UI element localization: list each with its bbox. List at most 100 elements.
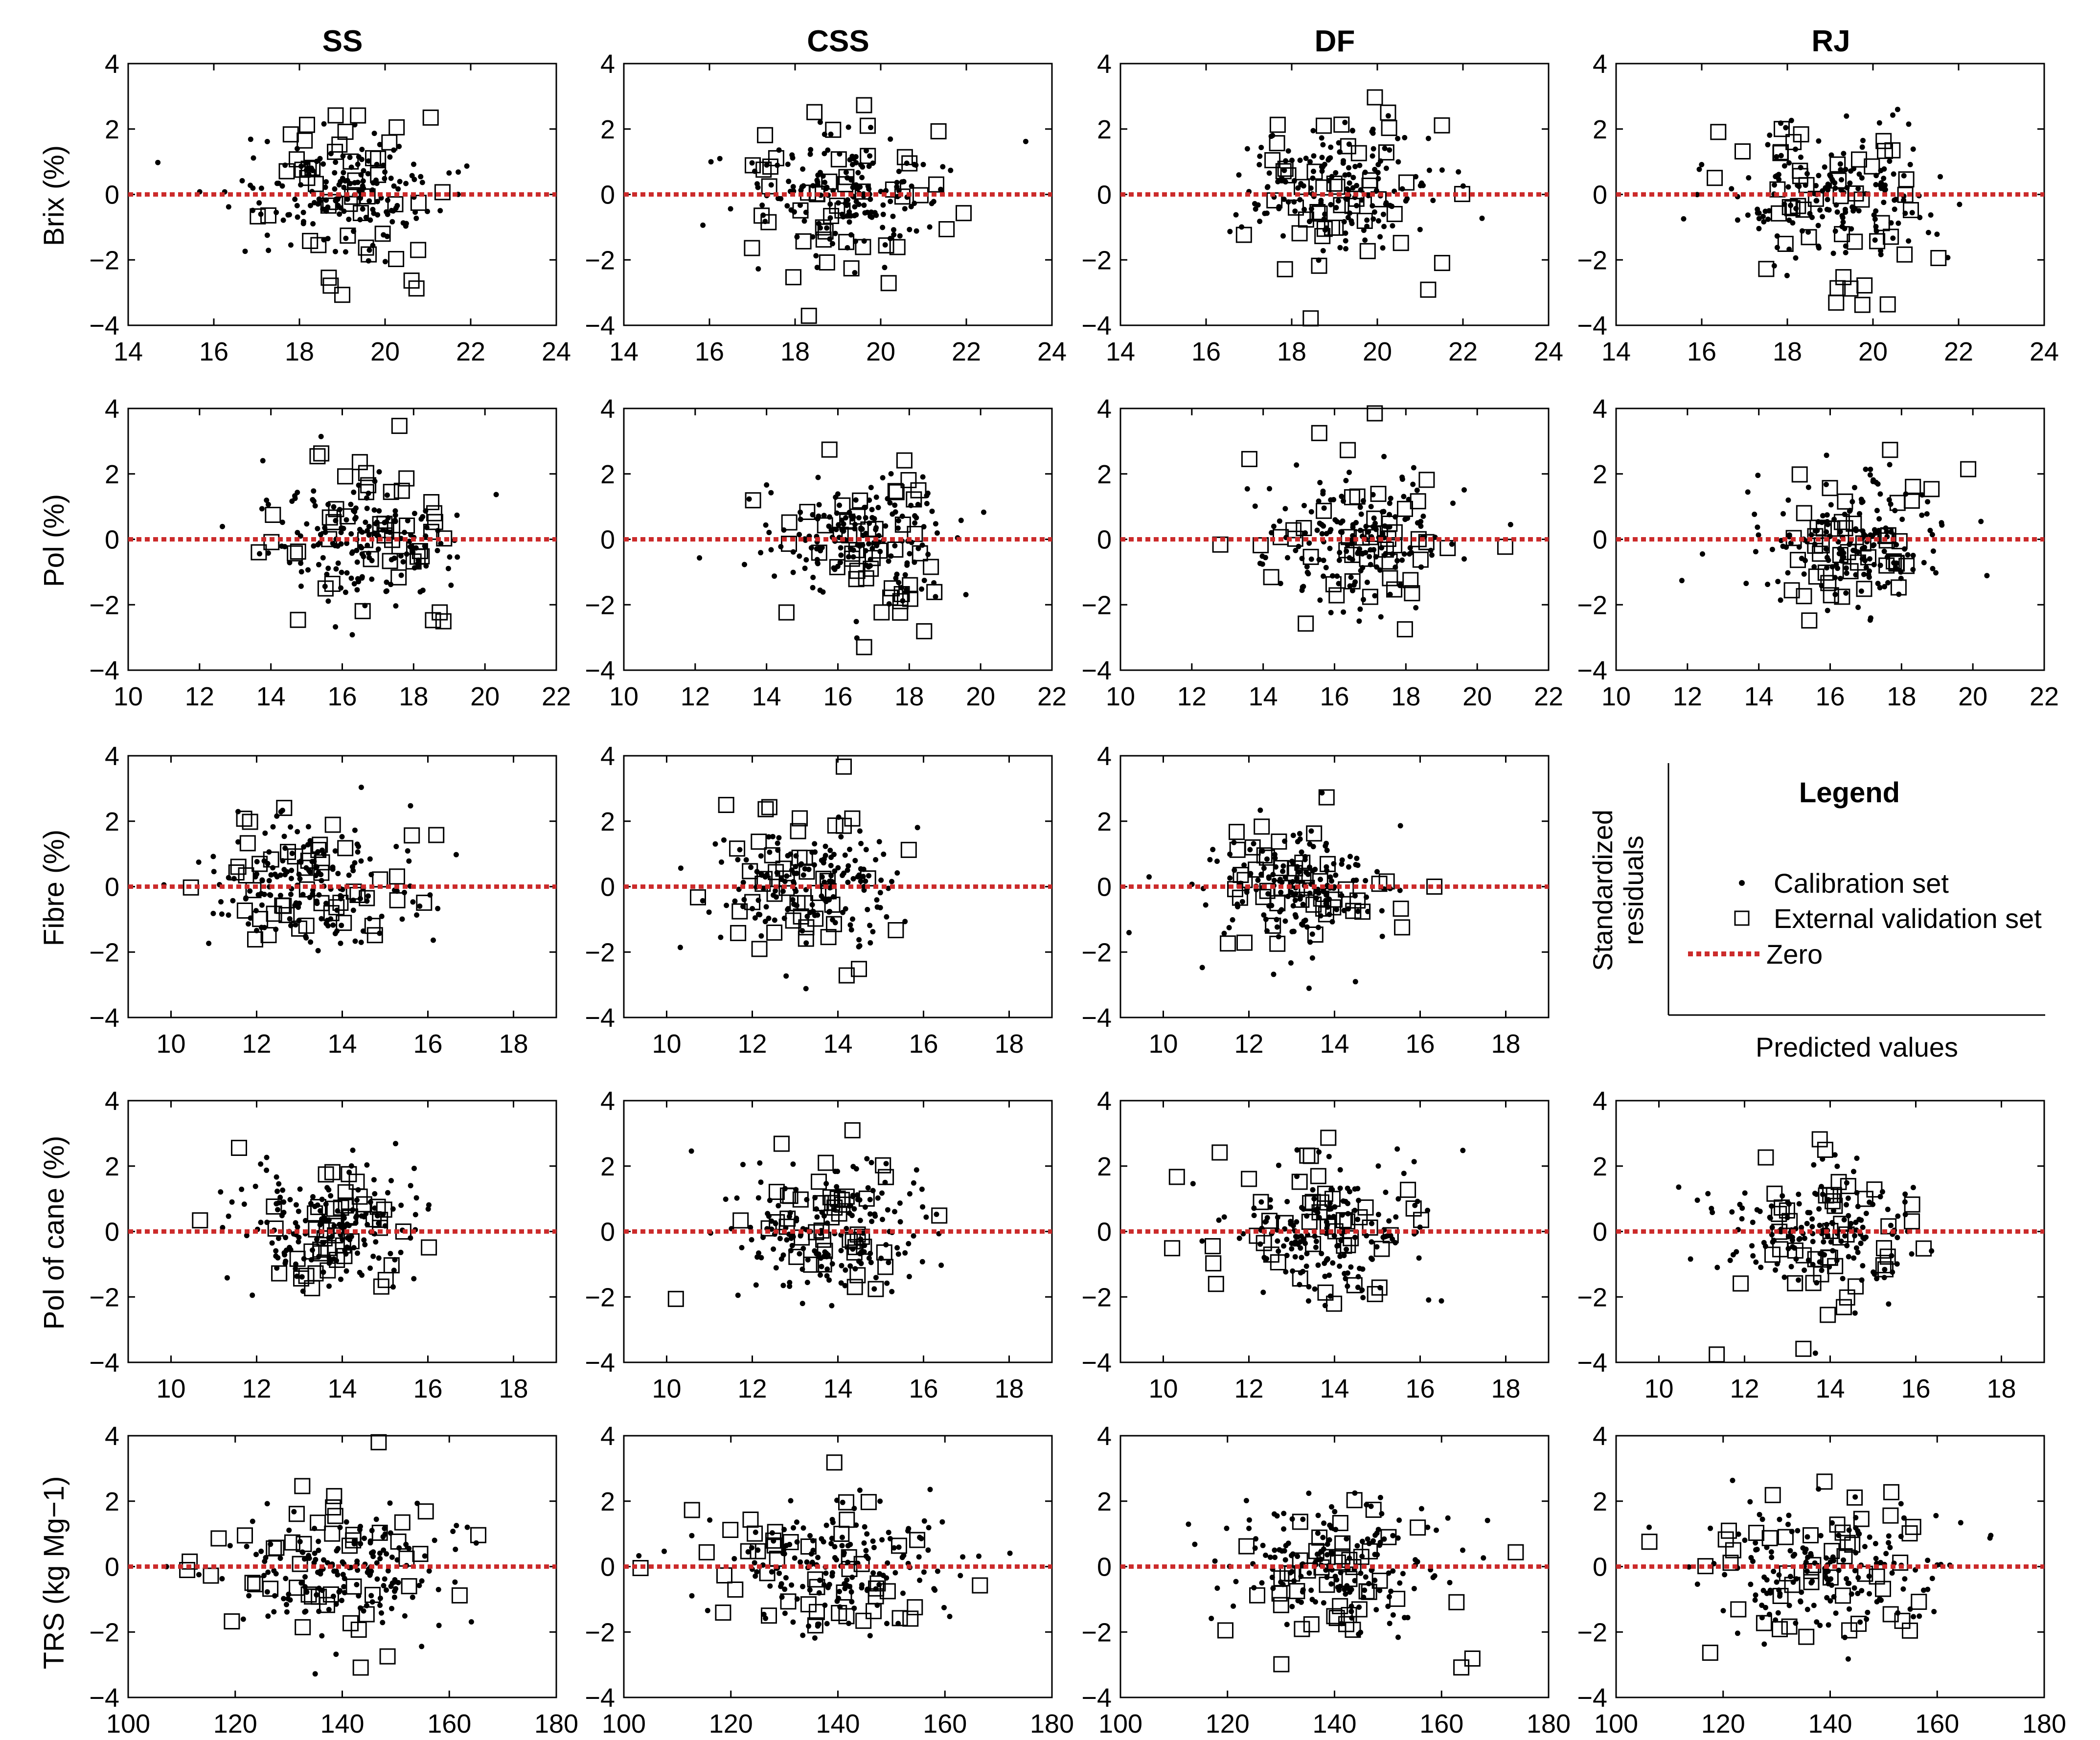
calibration-point <box>258 1220 264 1225</box>
y-tick-label: −4 <box>1577 1683 1607 1713</box>
y-tick-label: 2 <box>105 807 119 836</box>
calibration-point <box>431 937 436 943</box>
calibration-point <box>1319 135 1324 141</box>
calibration-point <box>1280 233 1286 239</box>
calibration-point <box>396 1545 402 1551</box>
calibration-point <box>418 516 424 522</box>
calibration-point <box>919 586 924 592</box>
calibration-point <box>281 1199 287 1205</box>
calibration-point <box>319 1633 325 1639</box>
calibration-point <box>1379 908 1385 914</box>
calibration-point <box>381 1583 387 1588</box>
calibration-point <box>299 1274 305 1280</box>
y-tick-label: −2 <box>585 938 615 967</box>
validation-point <box>1905 1518 1921 1535</box>
calibration-point <box>325 923 331 928</box>
calibration-point <box>1786 1513 1792 1518</box>
calibration-point <box>822 843 828 849</box>
calibration-point <box>279 520 285 525</box>
calibration-point <box>1326 1214 1332 1220</box>
calibration-point <box>1210 847 1216 853</box>
calibration-point <box>420 588 426 593</box>
validation-point <box>1769 181 1786 198</box>
validation-point <box>1756 1615 1772 1631</box>
calibration-point <box>1814 198 1820 203</box>
validation-point <box>1371 1279 1388 1296</box>
calibration-point <box>403 181 409 186</box>
validation-point <box>799 504 816 520</box>
validation-point <box>800 1538 817 1555</box>
calibration-point <box>1882 187 1888 193</box>
calibration-point <box>1397 823 1403 829</box>
calibration-point <box>815 912 821 918</box>
calibration-point <box>346 872 352 878</box>
validation-point <box>239 835 256 852</box>
calibration-point <box>1281 196 1287 202</box>
calibration-point <box>219 911 225 917</box>
calibration-point <box>706 909 712 915</box>
calibration-point <box>821 856 827 862</box>
calibration-point <box>1855 1591 1861 1596</box>
calibration-point <box>824 1273 830 1279</box>
calibration-point <box>1859 1588 1865 1594</box>
calibration-point <box>1846 1581 1852 1586</box>
validation-point <box>1497 539 1513 555</box>
x-tick-label: 20 <box>1858 337 1888 366</box>
calibration-point <box>1267 486 1272 492</box>
calibration-point <box>1885 580 1891 586</box>
calibration-point <box>400 559 406 565</box>
calibration-point <box>1357 606 1363 612</box>
calibration-point <box>1842 206 1848 212</box>
x-tick-label: 10 <box>1148 1374 1178 1403</box>
validation-point <box>370 150 387 167</box>
calibration-point <box>304 521 310 527</box>
calibration-point <box>860 164 866 170</box>
validation-point <box>1930 250 1947 266</box>
x-tick-label: 140 <box>1808 1709 1852 1739</box>
calibration-point <box>1461 556 1467 562</box>
calibration-point <box>867 1197 873 1202</box>
calibration-point <box>870 929 876 935</box>
calibration-point <box>830 917 836 923</box>
calibration-point <box>1824 452 1829 458</box>
calibration-point <box>1898 1501 1904 1507</box>
calibration-point <box>1825 181 1831 187</box>
calibration-point <box>1395 1535 1401 1541</box>
validation-point <box>1236 872 1253 888</box>
validation-point <box>807 1617 823 1634</box>
calibration-point <box>828 855 834 860</box>
calibration-point <box>840 214 846 220</box>
y-tick-label: −2 <box>585 246 615 275</box>
calibration-point <box>776 1570 782 1576</box>
calibration-point <box>1328 144 1334 150</box>
validation-point <box>1241 451 1257 467</box>
validation-point <box>1795 1340 1812 1357</box>
calibration-point <box>784 203 790 209</box>
calibration-point <box>432 1537 437 1543</box>
x-tick-label: 22 <box>1037 682 1067 711</box>
calibration-point <box>1885 1206 1891 1212</box>
validation-point <box>1249 1227 1265 1244</box>
validation-point <box>287 545 303 562</box>
calibration-point <box>293 922 298 927</box>
calibration-point <box>1367 554 1372 560</box>
calibration-point <box>825 147 831 153</box>
calibration-point <box>332 186 338 192</box>
calibration-point <box>1252 201 1257 206</box>
x-tick-label: 12 <box>1177 682 1207 711</box>
calibration-point <box>296 1235 302 1240</box>
calibration-point <box>1895 107 1900 113</box>
validation-point <box>1798 177 1815 193</box>
calibration-point <box>1314 527 1320 533</box>
calibration-point <box>292 196 298 202</box>
validation-point <box>1305 1236 1322 1252</box>
calibration-point <box>1390 1533 1396 1538</box>
x-tick-label: 120 <box>1701 1709 1745 1739</box>
calibration-point <box>1867 1534 1872 1540</box>
calibration-point <box>417 904 423 909</box>
calibration-point <box>335 1546 341 1552</box>
calibration-point <box>338 541 344 547</box>
calibration-point <box>1764 1577 1770 1583</box>
calibration-point <box>305 824 311 830</box>
validation-point <box>1275 163 1292 180</box>
